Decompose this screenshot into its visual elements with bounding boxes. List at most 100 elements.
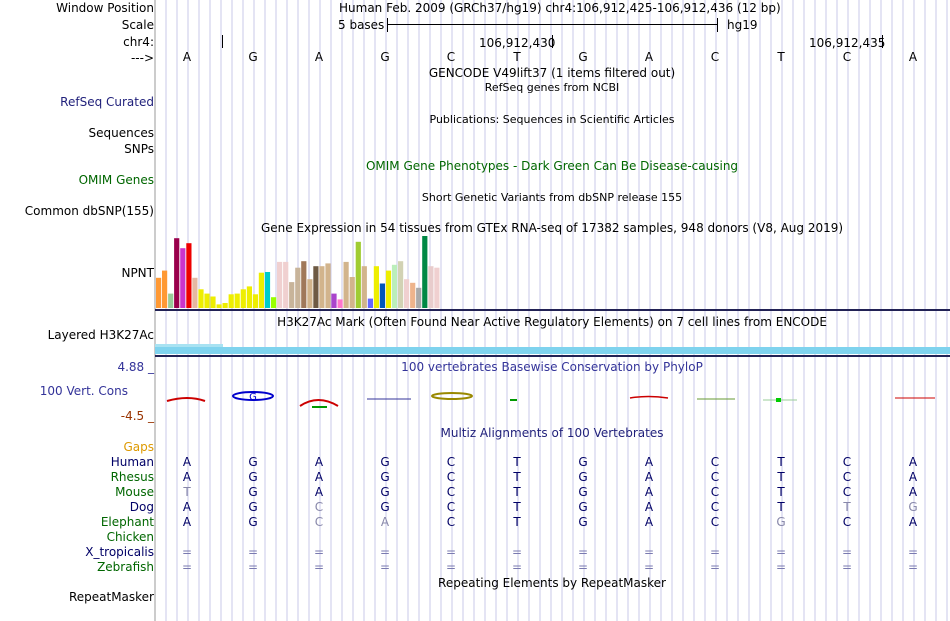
alignment-base: C: [842, 455, 852, 469]
alignment-base: T: [513, 485, 521, 499]
multiz-title[interactable]: Multiz Alignments of 100 Vertebrates: [440, 426, 664, 440]
gtex-bar[interactable]: [295, 267, 301, 308]
omim-label[interactable]: OMIM Genes: [78, 173, 154, 187]
gtex-bar[interactable]: [422, 236, 428, 308]
alignment-base: T: [513, 500, 521, 514]
gtex-bar[interactable]: [434, 267, 440, 308]
gtex-bar[interactable]: [313, 266, 319, 308]
phylop-title[interactable]: 100 vertebrates Basewise Conservation by…: [401, 360, 703, 374]
gtex-bar[interactable]: [349, 277, 355, 308]
species-label[interactable]: Zebrafish: [97, 560, 154, 574]
gtex-bar[interactable]: [234, 293, 240, 308]
sequences-label[interactable]: Sequences: [88, 126, 154, 140]
gtex-bar[interactable]: [162, 270, 168, 308]
alignment-base: G: [380, 500, 390, 514]
gtex-bar[interactable]: [337, 299, 343, 308]
gtex-bar[interactable]: [398, 261, 404, 308]
gtex-bar[interactable]: [373, 266, 379, 308]
gtex-bar[interactable]: [391, 264, 398, 308]
h3k27ac-title[interactable]: H3K27Ac Mark (Often Found Near Active Re…: [277, 315, 827, 329]
gtex-bar[interactable]: [404, 279, 410, 308]
gtex-bar[interactable]: [319, 266, 325, 308]
species-label[interactable]: Human: [110, 455, 154, 469]
gtex-bar[interactable]: [367, 298, 373, 308]
h3k27ac-label[interactable]: Layered H3K27Ac: [47, 328, 154, 342]
gtex-bar[interactable]: [180, 248, 186, 308]
alignment-base: A: [644, 470, 654, 484]
gtex-bar[interactable]: [264, 272, 271, 308]
gtex-bar[interactable]: [222, 303, 228, 308]
alignment-base: C: [446, 485, 456, 499]
alignment-base: C: [842, 515, 852, 529]
gtex-bar[interactable]: [204, 293, 210, 308]
gaps-label[interactable]: Gaps: [123, 440, 154, 454]
refseq-label[interactable]: RefSeq Curated: [60, 95, 154, 109]
gtex-bar[interactable]: [385, 270, 392, 308]
ref-base: C: [710, 50, 720, 64]
gtex-bar[interactable]: [379, 283, 385, 309]
gtex-bar[interactable]: [216, 304, 222, 308]
ref-base: A: [908, 50, 918, 64]
refseq-title[interactable]: RefSeq genes from NCBI: [484, 81, 620, 94]
omim-title[interactable]: OMIM Gene Phenotypes - Dark Green Can Be…: [365, 159, 739, 173]
gtex-bar[interactable]: [355, 241, 361, 308]
species-label[interactable]: Elephant: [100, 515, 154, 529]
gtex-bar[interactable]: [410, 282, 416, 308]
repeatmasker-title[interactable]: Repeating Elements by RepeatMasker: [438, 576, 666, 590]
gtex-bar[interactable]: [361, 266, 367, 308]
alignment-base: G: [776, 515, 786, 529]
gtex-bar-chart[interactable]: [155, 236, 950, 312]
gtex-bar[interactable]: [192, 277, 198, 308]
gtex-bar[interactable]: [343, 261, 349, 308]
gtex-bar[interactable]: [258, 272, 264, 308]
gtex-bar[interactable]: [271, 297, 277, 308]
gtex-bar[interactable]: [416, 287, 422, 308]
alignment-base: C: [446, 515, 456, 529]
species-label[interactable]: Mouse: [115, 485, 154, 499]
coord-430: 106,912,430: [479, 36, 556, 50]
species-label[interactable]: X_tropicalis: [85, 545, 154, 559]
gtex-bar[interactable]: [307, 279, 313, 308]
gtex-bar[interactable]: [156, 277, 162, 308]
gtex-bar[interactable]: [240, 289, 246, 308]
alignment-base: A: [908, 485, 918, 499]
phylop-label[interactable]: 100 Vert. Cons: [39, 384, 128, 398]
alignment-base: =: [247, 545, 259, 559]
dbsnp-label[interactable]: Common dbSNP(155): [24, 204, 154, 218]
repeatmasker-label[interactable]: RepeatMasker: [68, 590, 154, 604]
gtex-title[interactable]: Gene Expression in 54 tissues from GTEx …: [260, 221, 844, 235]
publications-title[interactable]: Publications: Sequences in Scientific Ar…: [429, 113, 675, 126]
alignment-base: =: [379, 560, 391, 574]
strand-label[interactable]: --->: [130, 51, 154, 65]
species-label[interactable]: Dog: [129, 500, 154, 514]
gtex-bar[interactable]: [289, 282, 295, 308]
gtex-bar[interactable]: [283, 261, 289, 308]
gtex-gene-label[interactable]: NPNT: [121, 266, 154, 280]
alignment-base: G: [578, 515, 588, 529]
gtex-bar[interactable]: [228, 294, 234, 308]
alignment-base: C: [842, 470, 852, 484]
gtex-bar[interactable]: [168, 293, 174, 308]
gtex-bar[interactable]: [428, 266, 434, 308]
gtex-bar[interactable]: [331, 293, 337, 308]
alignment-base: G: [380, 455, 390, 469]
gtex-bar[interactable]: [277, 261, 283, 308]
gtex-bar[interactable]: [301, 261, 307, 308]
alignment-base: =: [907, 560, 919, 574]
gencode-title[interactable]: GENCODE V49lift37 (1 items filtered out): [428, 66, 676, 80]
species-label[interactable]: Rhesus: [110, 470, 154, 484]
alignment-base: A: [908, 455, 918, 469]
gtex-bar[interactable]: [246, 286, 252, 308]
gtex-bar[interactable]: [210, 296, 216, 309]
gtex-bar[interactable]: [174, 238, 180, 308]
dbsnp-title[interactable]: Short Genetic Variants from dbSNP releas…: [421, 191, 683, 204]
gtex-bar[interactable]: [198, 289, 204, 308]
snps-label[interactable]: SNPs: [124, 142, 154, 156]
gtex-bar[interactable]: [325, 263, 331, 308]
species-label[interactable]: Chicken: [106, 530, 154, 544]
gtex-bar[interactable]: [252, 294, 258, 308]
alignment-base: =: [643, 545, 655, 559]
phylop-graph[interactable]: G: [155, 388, 950, 412]
svg-text:G: G: [249, 392, 257, 403]
gtex-bar[interactable]: [186, 243, 192, 308]
